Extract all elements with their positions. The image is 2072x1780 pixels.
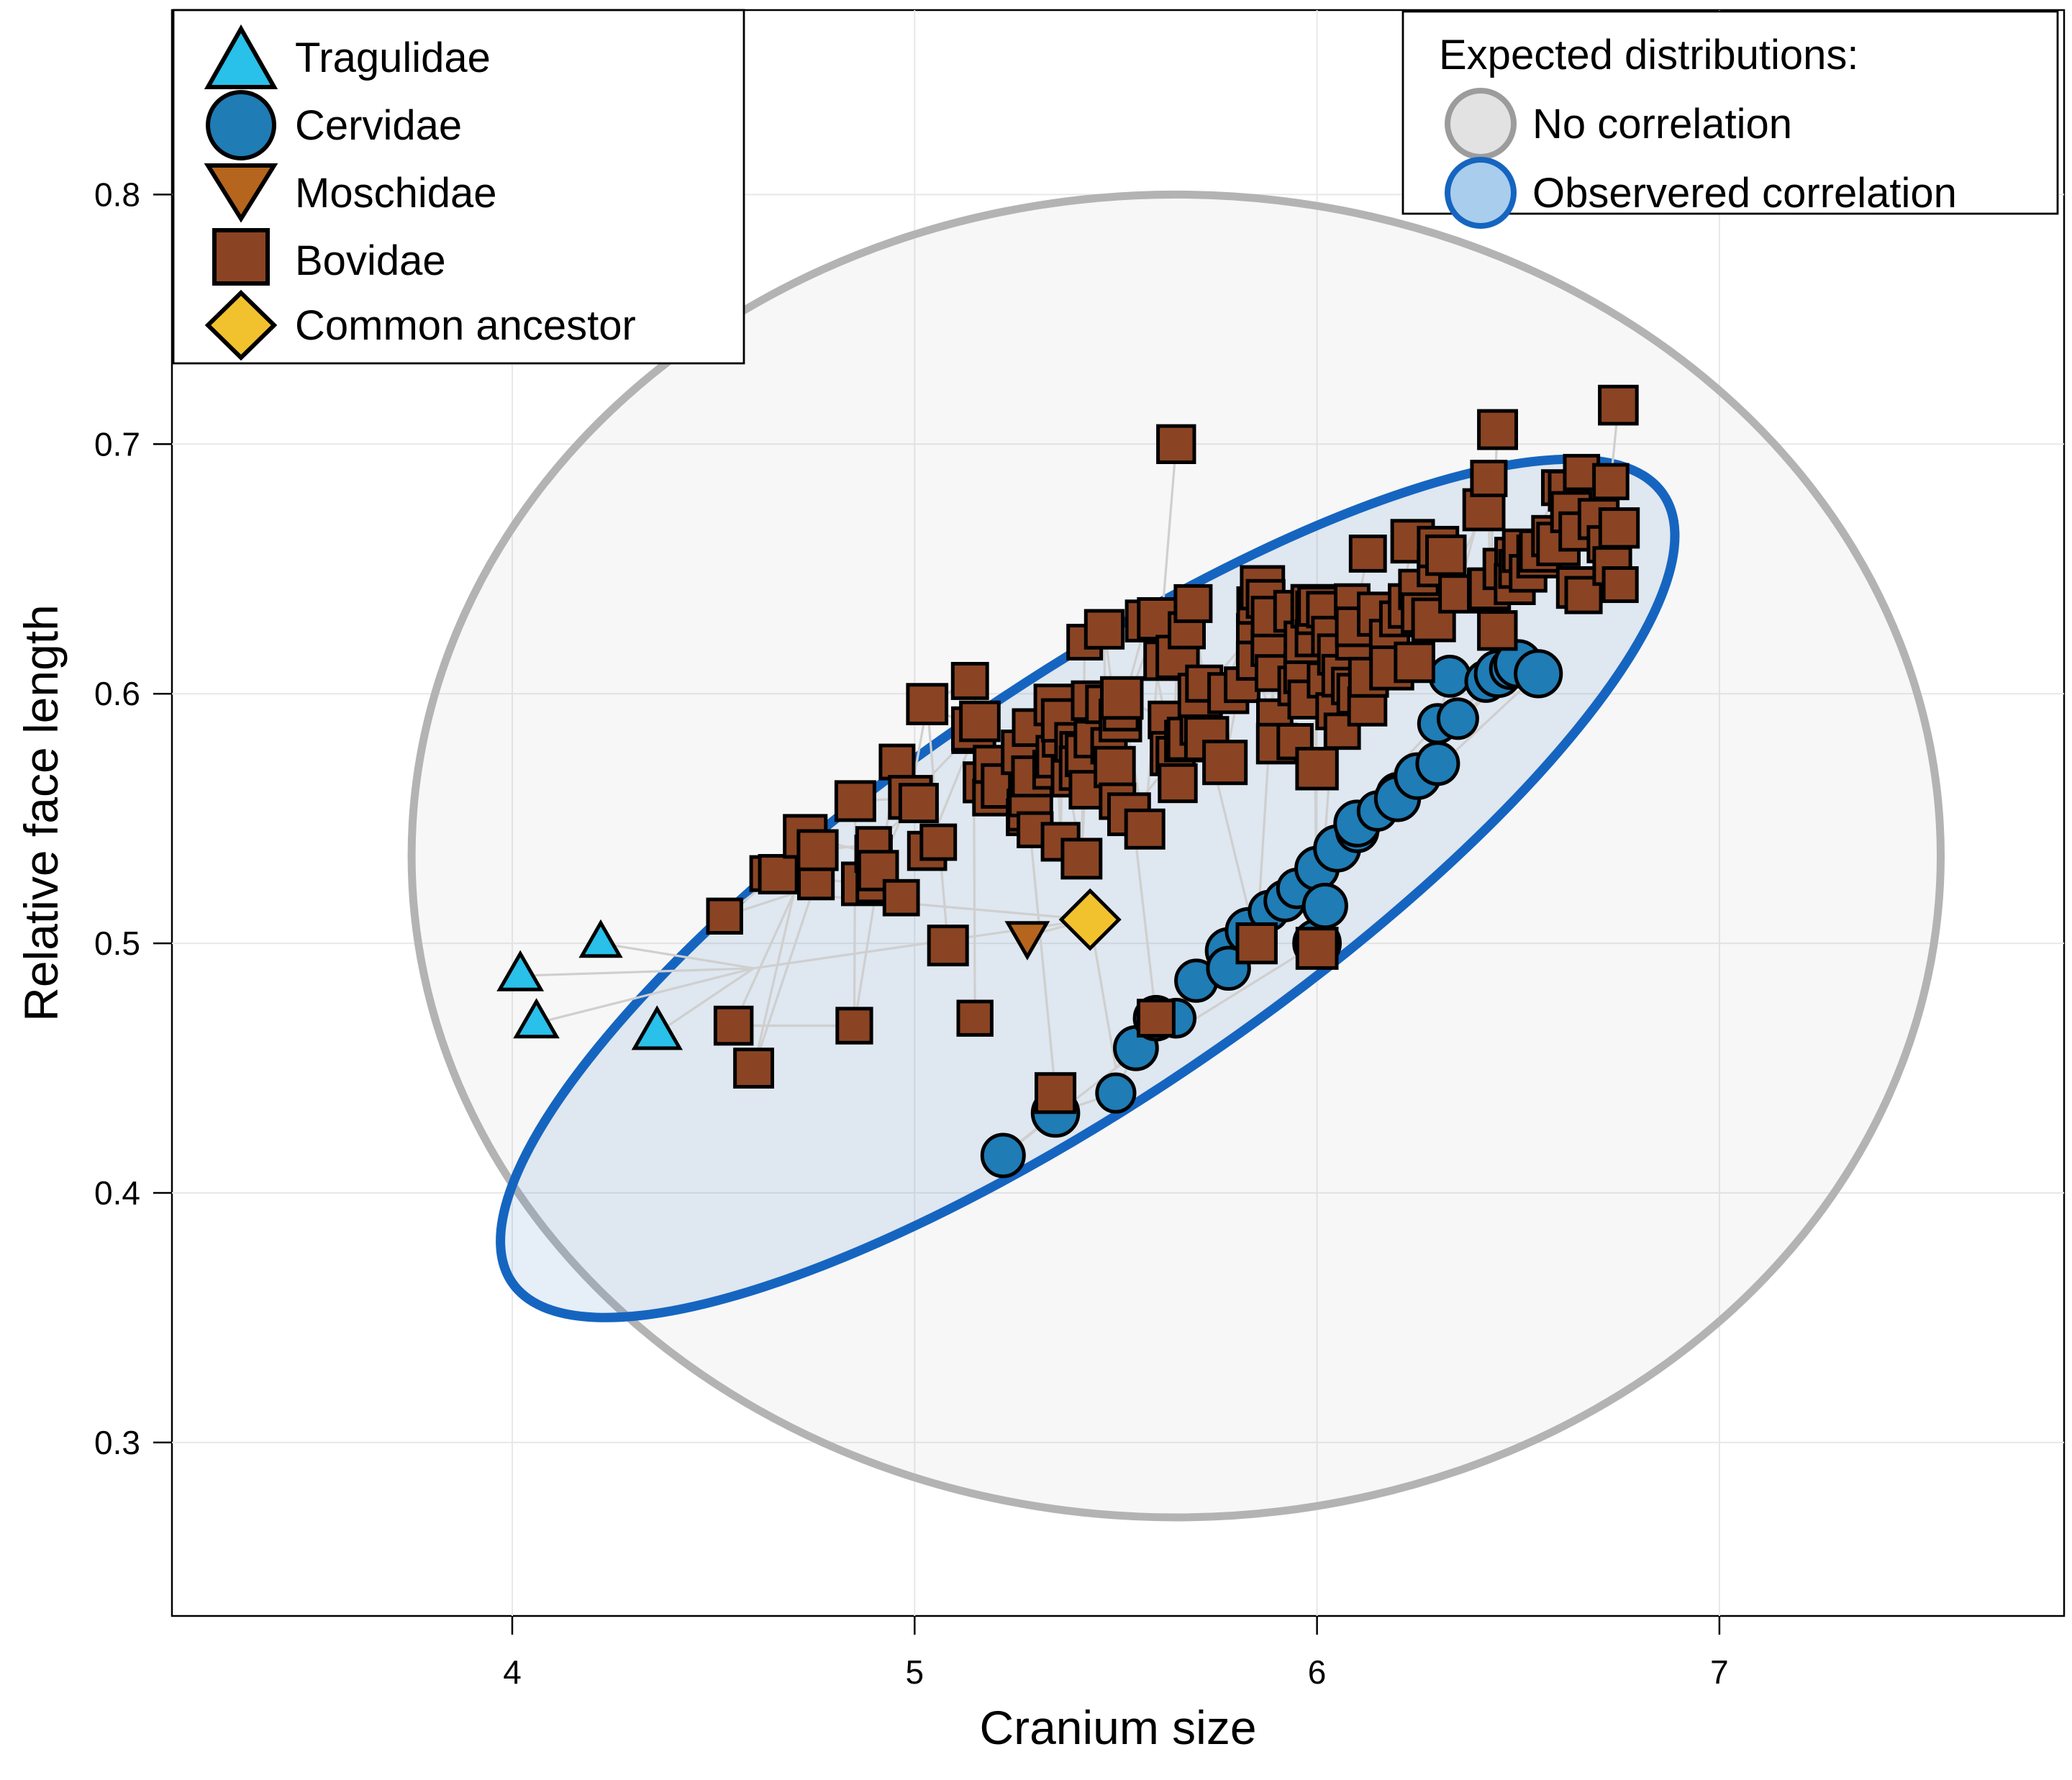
- svg-text:Relative face length: Relative face length: [14, 604, 68, 1022]
- svg-text:Bovidae: Bovidae: [295, 237, 446, 284]
- svg-text:Cervidae: Cervidae: [295, 102, 462, 149]
- svg-text:4: 4: [503, 1653, 522, 1691]
- svg-text:Expected distributions:: Expected distributions:: [1439, 32, 1859, 78]
- svg-text:6: 6: [1308, 1653, 1327, 1691]
- svg-text:0.6: 0.6: [94, 675, 140, 712]
- svg-text:7: 7: [1710, 1653, 1729, 1691]
- svg-text:Cranium size: Cranium size: [979, 1701, 1256, 1754]
- svg-text:Moschidae: Moschidae: [295, 170, 496, 217]
- svg-text:0.5: 0.5: [94, 925, 140, 962]
- svg-text:0.3: 0.3: [94, 1424, 140, 1461]
- svg-text:No correlation: No correlation: [1532, 101, 1792, 147]
- svg-text:0.7: 0.7: [94, 425, 140, 463]
- svg-text:5: 5: [906, 1653, 924, 1691]
- svg-text:Tragulidae: Tragulidae: [295, 35, 491, 81]
- svg-text:Common ancestor: Common ancestor: [295, 302, 636, 349]
- svg-text:0.4: 0.4: [94, 1174, 140, 1212]
- svg-text:0.8: 0.8: [94, 176, 140, 213]
- svg-text:Observered correlation: Observered correlation: [1532, 170, 1957, 217]
